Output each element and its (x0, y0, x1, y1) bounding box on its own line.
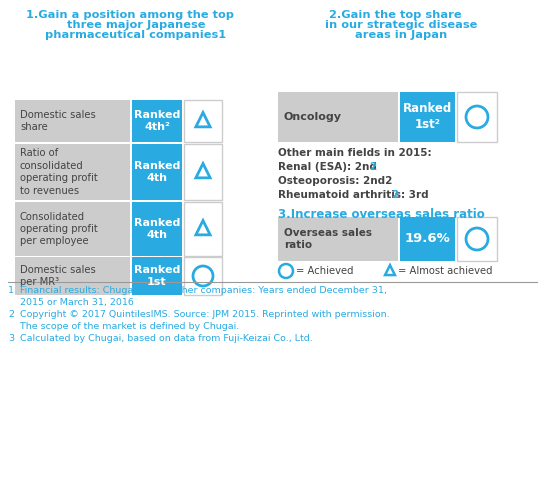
Text: Consolidated
operating profit
per employee: Consolidated operating profit per employ… (20, 211, 98, 246)
Text: 3: 3 (8, 334, 14, 343)
Text: 2015 or March 31, 2016: 2015 or March 31, 2016 (14, 298, 134, 307)
FancyBboxPatch shape (132, 100, 182, 142)
FancyBboxPatch shape (132, 257, 182, 295)
FancyBboxPatch shape (132, 144, 182, 200)
Text: Copyright © 2017 QuintilesIMS. Source: JPM 2015. Reprinted with permission.: Copyright © 2017 QuintilesIMS. Source: J… (14, 310, 390, 319)
Text: Other main fields in 2015:: Other main fields in 2015: (278, 148, 432, 158)
Text: Domestic sales
per MR³: Domestic sales per MR³ (20, 265, 96, 287)
Text: Rheumatoid arthritis: 3rd: Rheumatoid arthritis: 3rd (278, 190, 432, 200)
Text: 2: 2 (369, 162, 376, 172)
FancyBboxPatch shape (15, 257, 130, 295)
Text: Financial results: Chugai: 2016, other companies: Years ended December 31,: Financial results: Chugai: 2016, other c… (14, 286, 387, 295)
FancyBboxPatch shape (457, 92, 497, 142)
Text: Osteoporosis: 2nd2: Osteoporosis: 2nd2 (278, 176, 392, 186)
FancyBboxPatch shape (184, 144, 222, 200)
FancyBboxPatch shape (184, 100, 222, 142)
FancyBboxPatch shape (15, 100, 130, 142)
Text: = Almost achieved: = Almost achieved (398, 266, 493, 276)
Text: = Achieved: = Achieved (296, 266, 354, 276)
Text: Overseas sales
ratio: Overseas sales ratio (284, 228, 372, 250)
Text: 2: 2 (391, 190, 398, 200)
FancyBboxPatch shape (278, 92, 398, 142)
Text: 3.Increase overseas sales ratio: 3.Increase overseas sales ratio (278, 208, 485, 221)
Text: 19.6%: 19.6% (404, 232, 450, 245)
Text: pharmaceutical companies1: pharmaceutical companies1 (33, 30, 227, 40)
Text: Ranked
1st: Ranked 1st (134, 265, 180, 287)
FancyBboxPatch shape (278, 217, 398, 261)
Text: 1.Gain a position among the top: 1.Gain a position among the top (26, 10, 234, 20)
Text: Ranked
4th: Ranked 4th (134, 218, 180, 240)
Text: Ranked
4th²: Ranked 4th² (134, 110, 180, 132)
FancyBboxPatch shape (457, 217, 497, 261)
Text: Ranked
1st²: Ranked 1st² (403, 103, 452, 132)
Text: in our strategic disease: in our strategic disease (313, 20, 477, 30)
Text: 2.Gain the top share: 2.Gain the top share (329, 10, 461, 20)
FancyBboxPatch shape (184, 202, 222, 256)
FancyBboxPatch shape (15, 144, 130, 200)
Text: The scope of the market is defined by Chugai.: The scope of the market is defined by Ch… (14, 322, 239, 331)
Text: Oncology: Oncology (284, 112, 342, 122)
Text: areas in Japan: areas in Japan (343, 30, 447, 40)
Text: 1: 1 (8, 286, 14, 295)
Text: Renal (ESA): 2nd: Renal (ESA): 2nd (278, 162, 380, 172)
Text: 2: 2 (8, 310, 14, 319)
FancyBboxPatch shape (400, 217, 455, 261)
Text: Ratio of
consolidated
operating profit
to revenues: Ratio of consolidated operating profit t… (20, 148, 98, 195)
Text: Domestic sales
share: Domestic sales share (20, 110, 96, 132)
FancyBboxPatch shape (400, 92, 455, 142)
Text: three major Japanese: three major Japanese (54, 20, 205, 30)
FancyBboxPatch shape (132, 202, 182, 256)
Text: Calculated by Chugai, based on data from Fuji-Keizai Co., Ltd.: Calculated by Chugai, based on data from… (14, 334, 313, 343)
FancyBboxPatch shape (15, 202, 130, 256)
Text: Ranked
4th: Ranked 4th (134, 161, 180, 183)
FancyBboxPatch shape (184, 257, 222, 295)
